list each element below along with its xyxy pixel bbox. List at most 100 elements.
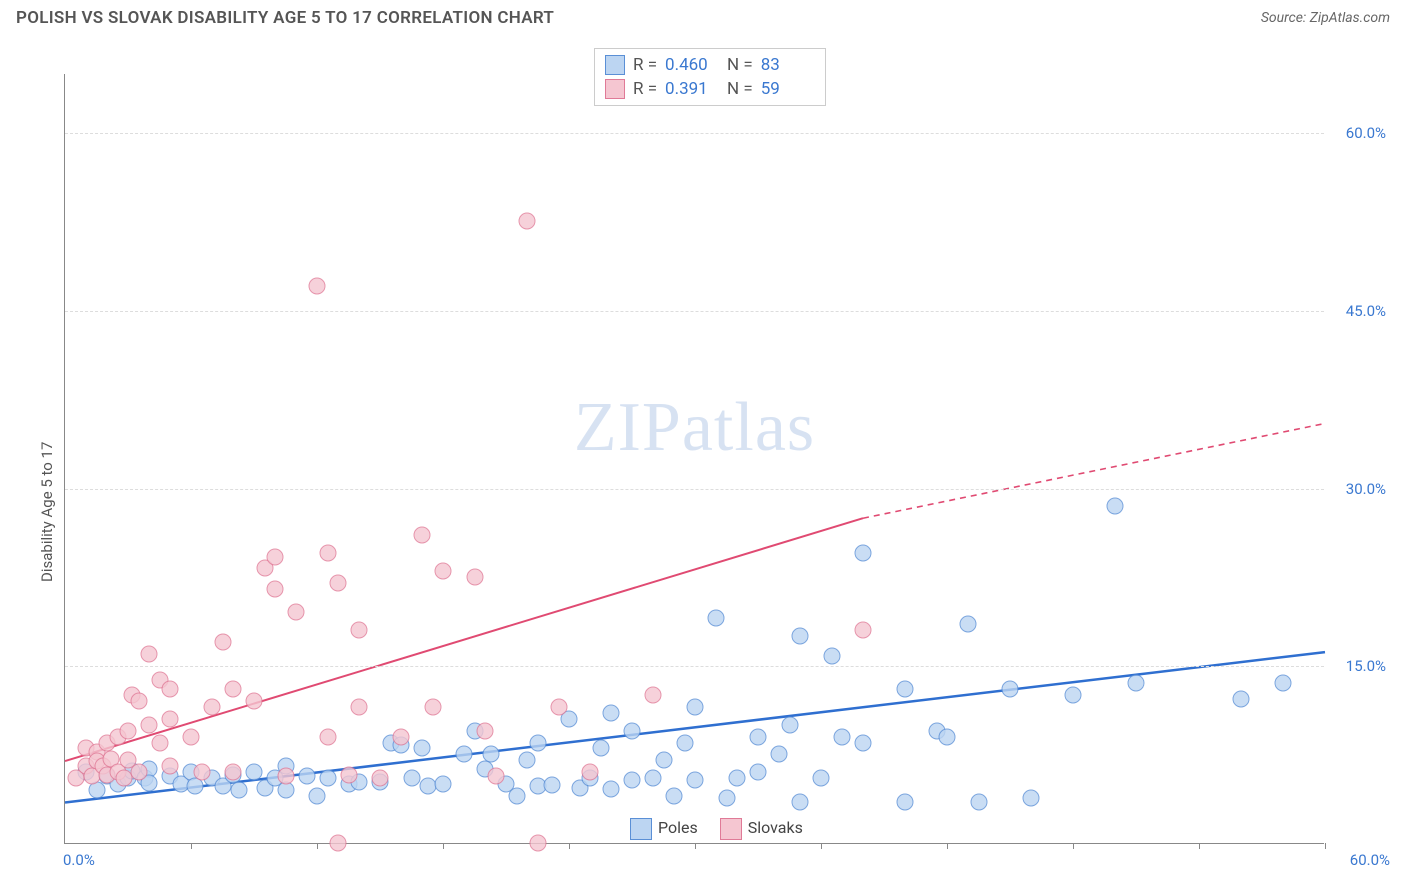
data-point bbox=[351, 699, 368, 716]
data-point bbox=[414, 740, 431, 757]
data-point bbox=[592, 740, 609, 757]
data-point bbox=[666, 787, 683, 804]
x-tick bbox=[317, 843, 318, 849]
legend-n-value: 83 bbox=[761, 55, 815, 75]
data-point bbox=[823, 648, 840, 665]
correlation-legend: R =0.460N =83R =0.391N =59 bbox=[594, 48, 826, 106]
data-point bbox=[855, 622, 872, 639]
data-point bbox=[309, 787, 326, 804]
data-point bbox=[508, 787, 525, 804]
legend-r-value: 0.460 bbox=[665, 55, 719, 75]
x-tick bbox=[947, 843, 948, 849]
y-axis-title: Disability Age 5 to 17 bbox=[38, 442, 56, 582]
trend-line-extrapolated bbox=[863, 423, 1325, 518]
legend-r-value: 0.391 bbox=[665, 79, 719, 99]
data-point bbox=[193, 764, 210, 781]
x-max-label: 60.0% bbox=[1350, 851, 1390, 869]
legend-item: Slovaks bbox=[720, 818, 803, 840]
data-point bbox=[141, 716, 158, 733]
data-point bbox=[645, 687, 662, 704]
data-point bbox=[456, 746, 473, 763]
data-point bbox=[655, 752, 672, 769]
data-point bbox=[529, 734, 546, 751]
data-point bbox=[687, 772, 704, 789]
chart-title: POLISH VS SLOVAK DISABILITY AGE 5 TO 17 … bbox=[16, 8, 554, 28]
data-point bbox=[225, 764, 242, 781]
data-point bbox=[319, 770, 336, 787]
data-point bbox=[897, 793, 914, 810]
gridline bbox=[65, 666, 1324, 667]
data-point bbox=[477, 722, 494, 739]
data-point bbox=[855, 545, 872, 562]
data-point bbox=[204, 699, 221, 716]
data-point bbox=[624, 772, 641, 789]
data-point bbox=[414, 527, 431, 544]
x-tick bbox=[569, 843, 570, 849]
data-point bbox=[792, 793, 809, 810]
data-point bbox=[162, 710, 179, 727]
x-tick bbox=[1073, 843, 1074, 849]
data-point bbox=[231, 781, 248, 798]
data-point bbox=[246, 764, 263, 781]
legend-n-label: N = bbox=[727, 55, 753, 75]
data-point bbox=[372, 770, 389, 787]
watermark: ZIPatlas bbox=[574, 388, 815, 468]
data-point bbox=[120, 722, 137, 739]
data-point bbox=[403, 770, 420, 787]
data-point bbox=[624, 722, 641, 739]
data-point bbox=[676, 734, 693, 751]
data-point bbox=[750, 764, 767, 781]
data-point bbox=[603, 780, 620, 797]
data-point bbox=[939, 728, 956, 745]
gridline bbox=[65, 133, 1324, 134]
watermark-atlas: atlas bbox=[682, 389, 815, 466]
data-point bbox=[151, 734, 168, 751]
legend-swatch bbox=[720, 818, 742, 840]
data-point bbox=[1107, 497, 1124, 514]
data-point bbox=[529, 835, 546, 852]
data-point bbox=[298, 767, 315, 784]
data-point bbox=[813, 770, 830, 787]
gridline bbox=[65, 489, 1324, 490]
data-point bbox=[214, 633, 231, 650]
trend-lines bbox=[65, 74, 1325, 844]
data-point bbox=[645, 770, 662, 787]
data-point bbox=[1233, 690, 1250, 707]
chart-header: POLISH VS SLOVAK DISABILITY AGE 5 TO 17 … bbox=[0, 0, 1406, 32]
data-point bbox=[424, 699, 441, 716]
data-point bbox=[718, 790, 735, 807]
data-point bbox=[487, 767, 504, 784]
series-legend: PolesSlovaks bbox=[630, 818, 803, 840]
data-point bbox=[435, 776, 452, 793]
data-point bbox=[141, 645, 158, 662]
x-tick bbox=[191, 843, 192, 849]
data-point bbox=[550, 699, 567, 716]
x-tick bbox=[1325, 843, 1326, 849]
legend-r-label: R = bbox=[633, 55, 657, 75]
data-point bbox=[340, 766, 357, 783]
watermark-zip: ZIP bbox=[574, 389, 682, 466]
data-point bbox=[330, 835, 347, 852]
data-point bbox=[897, 681, 914, 698]
x-tick bbox=[443, 843, 444, 849]
x-tick bbox=[1199, 843, 1200, 849]
data-point bbox=[267, 580, 284, 597]
gridline bbox=[65, 311, 1324, 312]
data-point bbox=[225, 681, 242, 698]
y-tick-label: 60.0% bbox=[1331, 124, 1386, 142]
data-point bbox=[792, 627, 809, 644]
legend-n-label: N = bbox=[727, 79, 753, 99]
data-point bbox=[130, 764, 147, 781]
data-point bbox=[544, 777, 561, 794]
data-point bbox=[519, 752, 536, 769]
data-point bbox=[1065, 687, 1082, 704]
y-tick-label: 45.0% bbox=[1331, 302, 1386, 320]
data-point bbox=[687, 699, 704, 716]
data-point bbox=[267, 548, 284, 565]
data-point bbox=[277, 767, 294, 784]
trend-line bbox=[65, 518, 863, 761]
legend-swatch bbox=[605, 55, 625, 75]
data-point bbox=[183, 728, 200, 745]
data-point bbox=[1128, 675, 1145, 692]
data-point bbox=[855, 734, 872, 751]
